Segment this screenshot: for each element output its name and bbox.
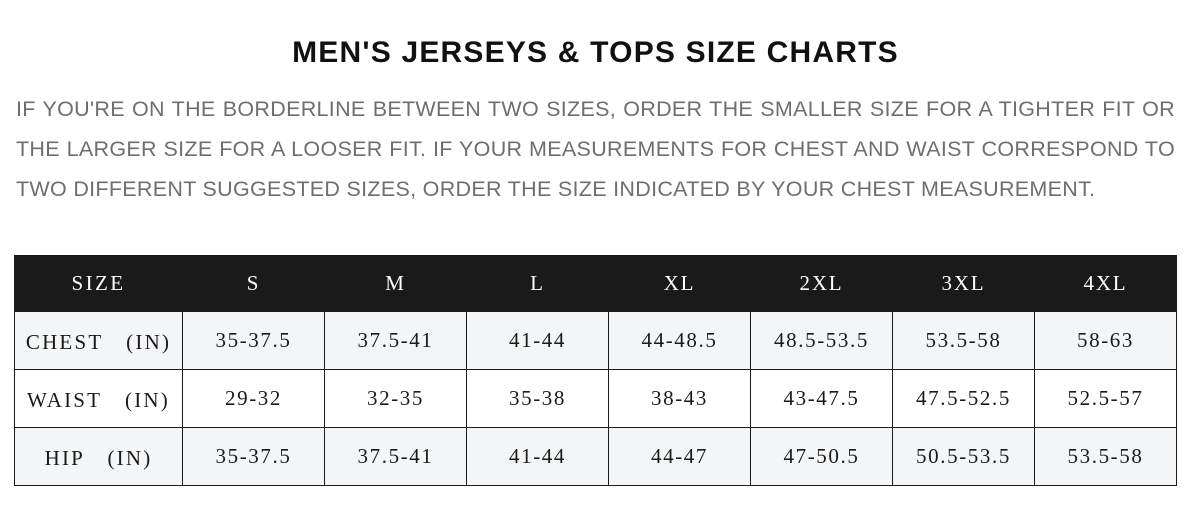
- cell-waist-3xl: 47.5-52.5: [892, 369, 1035, 428]
- cell-hip-m: 37.5-41: [324, 427, 467, 486]
- cell-hip-s: 35-37.5: [182, 427, 325, 486]
- cell-waist-l: 35-38: [466, 369, 609, 428]
- header-cell-2xl: 2XL: [750, 255, 893, 312]
- cell-chest-2xl: 48.5-53.5: [750, 311, 893, 370]
- header-cell-xl: XL: [608, 255, 751, 312]
- row-label-chest: CHEST (IN): [14, 311, 183, 370]
- cell-hip-l: 41-44: [466, 427, 609, 486]
- cell-waist-xl: 38-43: [608, 369, 751, 428]
- cell-chest-4xl: 58-63: [1034, 311, 1177, 370]
- cell-waist-m: 32-35: [324, 369, 467, 428]
- table-header-row: SIZE S M L XL 2XL 3XL 4XL: [14, 255, 1177, 312]
- cell-hip-xl: 44-47: [608, 427, 751, 486]
- cell-hip-4xl: 53.5-58: [1034, 427, 1177, 486]
- cell-chest-xl: 44-48.5: [608, 311, 751, 370]
- header-cell-3xl: 3XL: [892, 255, 1035, 312]
- header-cell-size: SIZE: [14, 255, 183, 312]
- table-row-chest: CHEST (IN) 35-37.5 37.5-41 41-44 44-48.5…: [14, 311, 1177, 370]
- row-label-hip: HIP (IN): [14, 427, 183, 486]
- cell-waist-s: 29-32: [182, 369, 325, 428]
- cell-hip-2xl: 47-50.5: [750, 427, 893, 486]
- cell-chest-s: 35-37.5: [182, 311, 325, 370]
- sizing-guidance-text: IF YOU'RE ON THE BORDERLINE BETWEEN TWO …: [16, 97, 1175, 201]
- header-cell-m: M: [324, 255, 467, 312]
- header-cell-s: S: [182, 255, 325, 312]
- cell-chest-m: 37.5-41: [324, 311, 467, 370]
- cell-hip-3xl: 50.5-53.5: [892, 427, 1035, 486]
- cell-chest-l: 41-44: [466, 311, 609, 370]
- table-row-hip: HIP (IN) 35-37.5 37.5-41 41-44 44-47 47-…: [14, 427, 1177, 486]
- cell-waist-2xl: 43-47.5: [750, 369, 893, 428]
- row-label-waist: WAIST (IN): [14, 369, 183, 428]
- cell-waist-4xl: 52.5-57: [1034, 369, 1177, 428]
- header-cell-l: L: [466, 255, 609, 312]
- header-cell-4xl: 4XL: [1034, 255, 1177, 312]
- size-chart-table-wrapper: SIZE S M L XL 2XL 3XL 4XL CHEST (IN) 35-…: [14, 255, 1177, 486]
- page-title: MEN'S JERSEYS & TOPS SIZE CHARTS: [292, 36, 899, 69]
- size-chart-table: SIZE S M L XL 2XL 3XL 4XL CHEST (IN) 35-…: [14, 255, 1177, 486]
- table-row-waist: WAIST (IN) 29-32 32-35 35-38 38-43 43-47…: [14, 369, 1177, 428]
- cell-chest-3xl: 53.5-58: [892, 311, 1035, 370]
